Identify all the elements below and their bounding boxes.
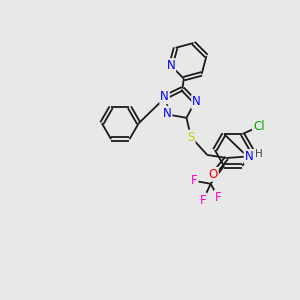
Text: F: F [200, 194, 206, 207]
Text: H: H [255, 149, 262, 159]
Text: N: N [192, 95, 201, 108]
Text: N: N [160, 90, 169, 103]
Text: N: N [244, 150, 253, 163]
Text: N: N [163, 107, 172, 120]
Text: F: F [215, 191, 221, 204]
Text: S: S [187, 130, 195, 144]
Text: Cl: Cl [253, 120, 265, 133]
Text: F: F [191, 174, 198, 187]
Text: O: O [208, 168, 218, 181]
Text: N: N [167, 59, 175, 72]
